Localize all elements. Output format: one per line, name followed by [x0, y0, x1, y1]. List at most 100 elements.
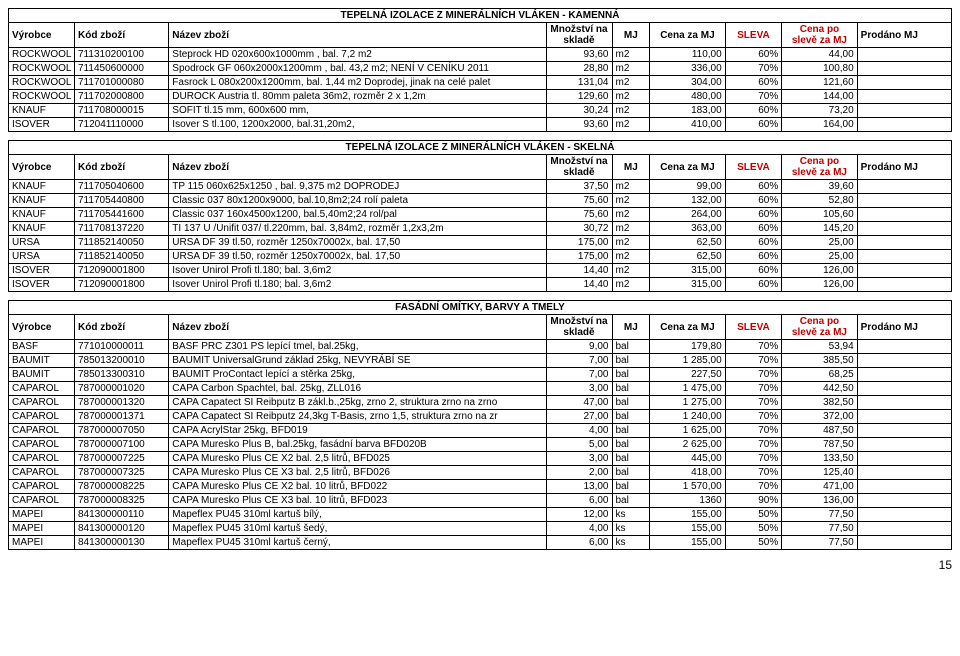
table-cell: 126,00: [782, 278, 857, 292]
table-row: KNAUF711705040600TP 115 060x625x1250 , b…: [9, 180, 952, 194]
table-cell: [857, 396, 951, 410]
table-cell: ks: [612, 536, 650, 550]
table-row: MAPEI841300000110Mapeflex PU45 310ml kar…: [9, 508, 952, 522]
table-cell: 315,00: [650, 278, 725, 292]
table-cell: m2: [612, 48, 650, 62]
table-cell: 105,60: [782, 208, 857, 222]
column-header: Kód zboží: [75, 23, 169, 48]
table-row: MAPEI841300000130Mapeflex PU45 310ml kar…: [9, 536, 952, 550]
column-header: Cena za MJ: [650, 23, 725, 48]
table-cell: 6,00: [546, 536, 612, 550]
table-cell: [857, 62, 951, 76]
table-cell: 60%: [725, 104, 782, 118]
table-cell: [857, 480, 951, 494]
table-cell: 3,00: [546, 382, 612, 396]
table-cell: 787000007325: [75, 466, 169, 480]
table-cell: [857, 438, 951, 452]
table-cell: 711310200100: [75, 48, 169, 62]
table-cell: CAPA Muresko Plus CE X2 bal. 10 litrů, B…: [169, 480, 546, 494]
table-cell: 712041110000: [75, 118, 169, 132]
table-cell: 487,50: [782, 424, 857, 438]
column-header: Cena poslevě za MJ: [782, 23, 857, 48]
table-cell: 382,50: [782, 396, 857, 410]
table-cell: 50%: [725, 522, 782, 536]
table-cell: 264,00: [650, 208, 725, 222]
table-cell: 787000007225: [75, 452, 169, 466]
table-cell: 145,20: [782, 222, 857, 236]
table-row: ISOVER712090001800Isover Unirol Profi tl…: [9, 264, 952, 278]
table-cell: 785013300310: [75, 368, 169, 382]
table-cell: 90%: [725, 494, 782, 508]
table-cell: 125,40: [782, 466, 857, 480]
price-table: TEPELNÁ IZOLACE Z MINERÁLNÍCH VLÁKEN - S…: [8, 140, 952, 292]
table-cell: 372,00: [782, 410, 857, 424]
table-cell: Mapeflex PU45 310ml kartuš bílý,: [169, 508, 546, 522]
table-cell: CAPA Muresko Plus B, bal.25kg, fasádní b…: [169, 438, 546, 452]
table-cell: 30,24: [546, 104, 612, 118]
table-cell: m2: [612, 118, 650, 132]
table-cell: 70%: [725, 382, 782, 396]
table-cell: 711705441600: [75, 208, 169, 222]
table-cell: 385,50: [782, 354, 857, 368]
table-cell: CAPAROL: [9, 382, 75, 396]
table-cell: 126,00: [782, 264, 857, 278]
table-cell: 6,00: [546, 494, 612, 508]
table-cell: Fasrock L 080x200x1200mm, bal. 1,44 m2 D…: [169, 76, 546, 90]
column-header: Výrobce: [9, 23, 75, 48]
table-cell: 60%: [725, 222, 782, 236]
table-cell: 144,00: [782, 90, 857, 104]
table-cell: KNAUF: [9, 222, 75, 236]
table-cell: 50%: [725, 508, 782, 522]
table-cell: 129,60: [546, 90, 612, 104]
table-cell: KNAUF: [9, 104, 75, 118]
table-cell: 7,00: [546, 354, 612, 368]
table-cell: 100,80: [782, 62, 857, 76]
table-cell: CAPAROL: [9, 466, 75, 480]
table-cell: [857, 340, 951, 354]
table-cell: 712090001800: [75, 278, 169, 292]
table-cell: [857, 264, 951, 278]
table-cell: 62,50: [650, 236, 725, 250]
table-cell: [857, 76, 951, 90]
table-cell: 60%: [725, 264, 782, 278]
column-header: Prodáno MJ: [857, 155, 951, 180]
table-cell: 30,72: [546, 222, 612, 236]
table-cell: 62,50: [650, 250, 725, 264]
table-cell: 1 475,00: [650, 382, 725, 396]
table-cell: BASF: [9, 340, 75, 354]
column-header: Výrobce: [9, 315, 75, 340]
table-cell: 304,00: [650, 76, 725, 90]
table-cell: 27,00: [546, 410, 612, 424]
table-cell: 771010000011: [75, 340, 169, 354]
table-cell: ISOVER: [9, 118, 75, 132]
table-cell: 1 625,00: [650, 424, 725, 438]
table-cell: CAPA Muresko Plus CE X3 bal. 10 litrů, B…: [169, 494, 546, 508]
table-cell: 12,00: [546, 508, 612, 522]
table-cell: 711705040600: [75, 180, 169, 194]
table-cell: CAPA AcrylStar 25kg, BFD019: [169, 424, 546, 438]
table-cell: 133,50: [782, 452, 857, 466]
table-cell: [857, 508, 951, 522]
table-row: CAPAROL787000001020CAPA Carbon Spachtel,…: [9, 382, 952, 396]
column-header: Název zboží: [169, 23, 546, 48]
table-cell: 1 570,00: [650, 480, 725, 494]
table-cell: 77,50: [782, 508, 857, 522]
table-cell: 60%: [725, 194, 782, 208]
table-row: CAPAROL787000007325CAPA Muresko Plus CE …: [9, 466, 952, 480]
table-cell: URSA: [9, 250, 75, 264]
column-header: Název zboží: [169, 155, 546, 180]
table-cell: 110,00: [650, 48, 725, 62]
table-cell: 711705440800: [75, 194, 169, 208]
table-row: KNAUF711708137220TI 137 U /Unifit 037/ t…: [9, 222, 952, 236]
table-cell: ROCKWOOL: [9, 48, 75, 62]
table-cell: 410,00: [650, 118, 725, 132]
column-header: SLEVA: [725, 315, 782, 340]
table-cell: 3,00: [546, 452, 612, 466]
table-cell: ROCKWOOL: [9, 90, 75, 104]
table-cell: CAPA Muresko Plus CE X2 bal. 2,5 litrů, …: [169, 452, 546, 466]
table-cell: 60%: [725, 250, 782, 264]
table-row: MAPEI841300000120Mapeflex PU45 310ml kar…: [9, 522, 952, 536]
table-cell: 7,00: [546, 368, 612, 382]
table-cell: BASF PRC Z301 PS lepící tmel, bal.25kg,: [169, 340, 546, 354]
table-cell: bal: [612, 340, 650, 354]
